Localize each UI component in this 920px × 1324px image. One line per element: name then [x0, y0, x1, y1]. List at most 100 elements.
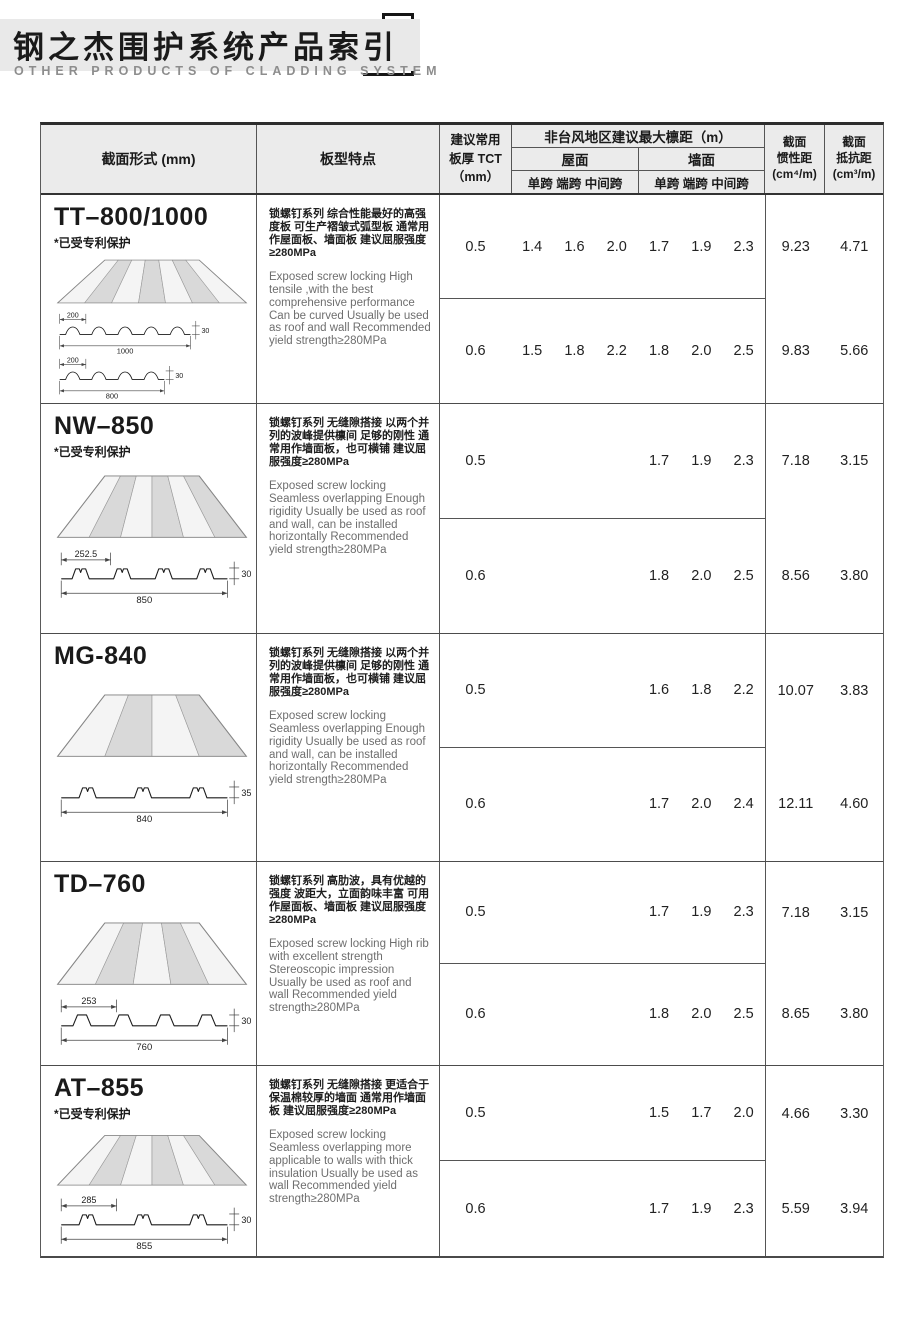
cross-section-drawing: 1000 200 30	[59, 311, 209, 355]
svg-text:760: 760	[136, 1042, 152, 1052]
thickness-value: 0.5	[465, 682, 486, 699]
wall-mid-span: 2.5	[733, 567, 754, 584]
section-form-cell: TD–760 760 253 30	[41, 862, 256, 1065]
inertia-value: 7.18	[781, 453, 810, 470]
product-name: TT–800/1000	[54, 203, 209, 231]
thickness-value: 0.5	[465, 1105, 486, 1121]
thickness-value: 0.6	[465, 567, 486, 584]
product-row-td-760: TD–760 760 253 30 锁螺钉系列 高肋波，具有优越的强度 波距大，立面…	[41, 861, 883, 1065]
roof-end-span: 1.8	[564, 343, 585, 359]
inertia-value: 9.23	[781, 239, 810, 255]
thickness-value: 0.6	[465, 1200, 486, 1217]
cross-section-drawing: 800 200 30	[59, 356, 183, 400]
patent-note	[54, 901, 250, 907]
col-header-modulus: 截面 抵抗距 (cm³/m)	[832, 135, 876, 181]
wall-mid-span: 2.0	[733, 1105, 754, 1121]
product-row-mg-840: MG-840 840 35 锁螺钉系列 无缝隙搭接 以两个并列的波峰提供檩间 足够…	[41, 633, 883, 861]
svg-text:1000: 1000	[117, 347, 134, 355]
modulus-value: 3.15	[840, 453, 869, 470]
wall-single-span: 1.7	[648, 1200, 670, 1217]
svg-text:840: 840	[136, 814, 152, 824]
svg-text:252.5: 252.5	[75, 549, 98, 559]
col-header-thickness: 建议常用 板厚 TCT （mm）	[440, 125, 512, 193]
col-header-roof-span-types: 单跨 端跨 中间跨	[527, 176, 623, 191]
inertia-value: 4.66	[781, 1105, 810, 1122]
spec-data-cell: 0.5 1.7 1.9 2.3 7.18 3.15 0.6	[440, 404, 883, 633]
roof-mid-span: 2.0	[606, 238, 627, 255]
col-header-span-group: 非台风地区建议最大檩距（m） 屋面 墙面 单跨 端跨 中间跨 单跨 端跨 中间跨	[512, 125, 765, 193]
features-english: Exposed screw locking High rib with exce…	[269, 937, 429, 1015]
wall-end-span: 2.0	[691, 567, 712, 584]
section-form-cell: TT–800/1000 *已受专利保护 1000 200 30 800 200 30	[41, 195, 256, 403]
wall-end-span: 2.0	[691, 796, 712, 813]
section-form-cell: MG-840 840 35	[41, 634, 256, 861]
col-header-inertia: 截面 惯性距 (cm⁴/m)	[765, 125, 825, 193]
wall-mid-span: 2.3	[733, 238, 754, 255]
svg-text:35: 35	[241, 788, 251, 798]
page-subtitle: OTHER PRODUCTS OF CLADDING SYSTEM	[14, 64, 442, 78]
roof-single-span: 1.5	[522, 343, 543, 359]
wall-mid-span: 2.4	[733, 796, 754, 813]
cross-section-drawing: 760 253 30	[60, 996, 251, 1052]
col-header-panel-features: 板型特点	[256, 125, 440, 193]
product-index-table: 截面形式 (mm) 板型特点 建议常用 板厚 TCT （mm） 非台风地区建议最…	[40, 122, 884, 1258]
wall-mid-span: 2.5	[733, 1006, 754, 1023]
modulus-value: 4.71	[840, 239, 869, 255]
wall-end-span: 1.9	[691, 904, 712, 921]
page-title: 钢之杰围护系统产品索引	[0, 19, 420, 71]
wall-end-span: 2.0	[691, 1006, 712, 1023]
cross-section-drawing: 855 285 30	[60, 1195, 251, 1251]
panel-features-cell: 锁螺钉系列 无缝隙搭接 以两个并列的波峰提供檩间 足够的刚性 通常用作墙面板，也…	[256, 404, 440, 633]
wall-single-span: 1.8	[648, 1006, 670, 1023]
svg-text:253: 253	[81, 996, 96, 1006]
panel-3d-drawing	[56, 921, 248, 985]
wall-end-span: 1.9	[691, 1200, 712, 1217]
wall-single-span: 1.7	[648, 904, 670, 921]
inertia-value: 8.56	[781, 567, 810, 584]
svg-text:285: 285	[81, 1195, 96, 1205]
patent-note: *已受专利保护	[54, 235, 131, 250]
product-name: TD–760	[54, 870, 146, 898]
panel-3d-drawing	[56, 474, 248, 538]
wall-end-span: 1.8	[691, 682, 712, 699]
panel-features-cell: 锁螺钉系列 无缝隙搭接 以两个并列的波峰提供檩间 足够的刚性 通常用作墙面板，也…	[256, 634, 440, 861]
thickness-value: 0.6	[465, 1006, 486, 1023]
inertia-value: 8.65	[781, 1006, 810, 1023]
svg-text:855: 855	[136, 1241, 152, 1251]
spec-data-cell: 0.5 1.6 1.8 2.2 10.07 3.83 0.6	[440, 634, 883, 861]
spec-data-cell: 0.5 1.4 1.6 2.0 1.7 1.9 2.3 9.23 4.71 0.…	[440, 195, 883, 403]
product-name: AT–855	[54, 1074, 145, 1102]
product-row-nw-850: NW–850 *已受专利保护 850 252.5 30 锁螺钉系列 无缝隙搭接 以两…	[41, 403, 883, 633]
inertia-value: 9.83	[781, 343, 810, 359]
thickness-value: 0.6	[465, 796, 486, 813]
product-name: NW–850	[54, 412, 155, 440]
svg-text:30: 30	[175, 372, 183, 380]
inertia-value: 7.18	[781, 904, 810, 921]
wall-end-span: 1.9	[691, 238, 712, 255]
roof-mid-span: 2.2	[606, 343, 627, 359]
svg-text:30: 30	[241, 1016, 251, 1026]
patent-note: *已受专利保护	[54, 1106, 131, 1121]
spec-data-cell: 0.5 1.7 1.9 2.3 7.18 3.15 0.6	[440, 862, 883, 1065]
inertia-value: 12.11	[778, 796, 814, 813]
col-header-wall: 墙面	[638, 148, 764, 170]
modulus-value: 5.66	[840, 343, 869, 359]
inertia-value: 10.07	[777, 682, 814, 699]
features-chinese: 锁螺钉系列 高肋波，具有优越的强度 波距大，立面韵味丰富 可用作屋面板、墙面板 …	[269, 875, 430, 926]
col-header-section-form: 截面形式 (mm)	[101, 151, 196, 167]
panel-3d-drawing	[56, 693, 248, 757]
features-english: Exposed screw locking High tensile ,with…	[269, 270, 431, 348]
wall-mid-span: 2.3	[733, 452, 754, 469]
wall-mid-span: 2.5	[733, 343, 754, 359]
col-header-roof: 屋面	[561, 153, 589, 168]
svg-text:30: 30	[241, 569, 251, 579]
product-name: MG-840	[54, 642, 148, 670]
modulus-value: 4.60	[840, 796, 869, 813]
wall-mid-span: 2.3	[733, 1200, 754, 1217]
thickness-value: 0.5	[465, 238, 486, 255]
table-header: 截面形式 (mm) 板型特点 建议常用 板厚 TCT （mm） 非台风地区建议最…	[41, 125, 883, 195]
svg-text:800: 800	[106, 392, 118, 400]
wall-single-span: 1.5	[648, 1105, 670, 1121]
panel-3d-drawing	[56, 259, 248, 304]
thickness-value: 0.6	[465, 343, 486, 359]
